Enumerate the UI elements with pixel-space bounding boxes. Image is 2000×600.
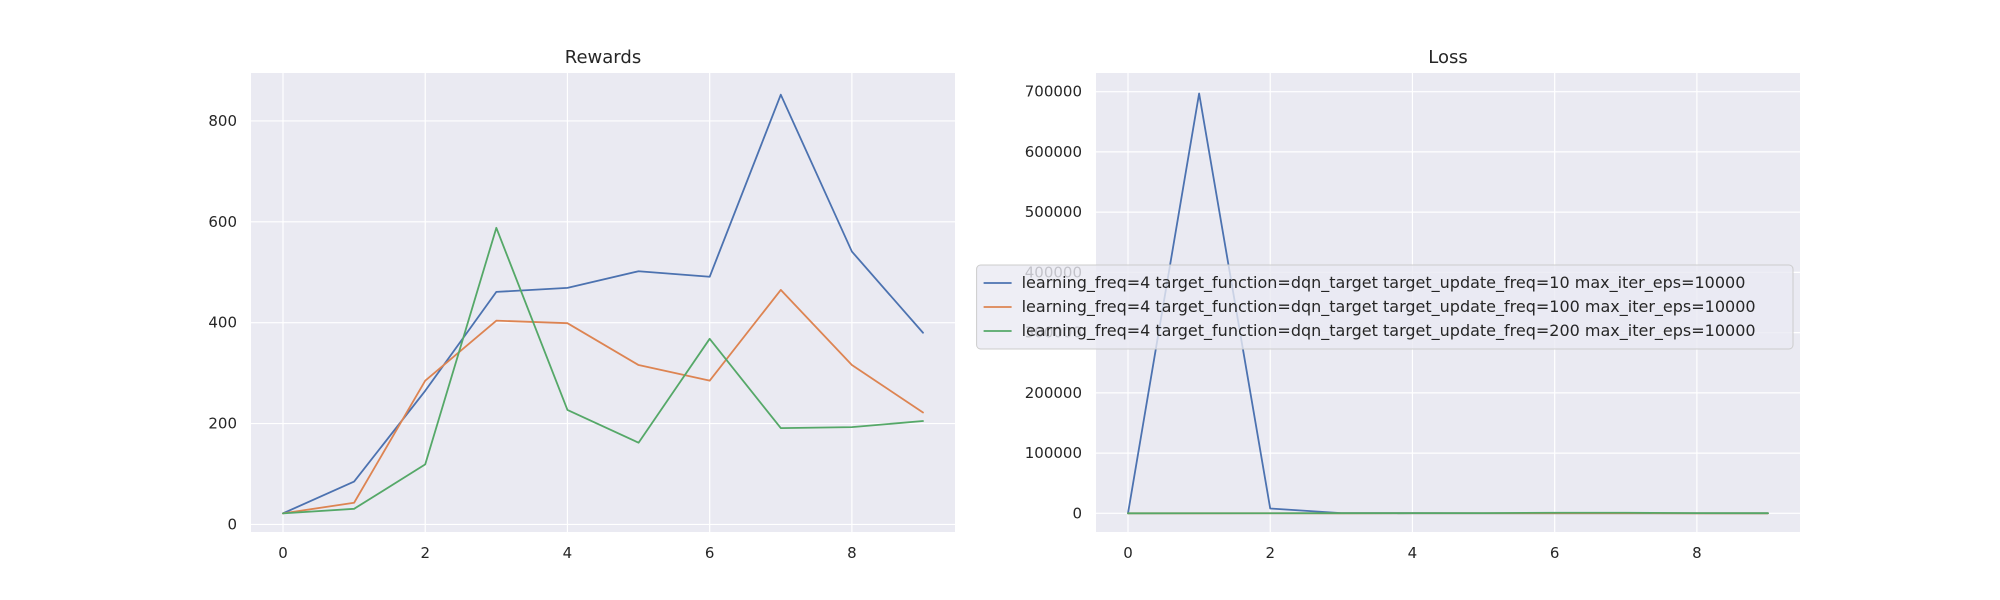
series-line-2 [282, 226, 924, 515]
y-tick-label: 600000 [1025, 143, 1082, 161]
rewards-chart: 0 2 4 6 8 0 200 400 600 800 Rewards [208, 47, 955, 562]
x-tick-label: 6 [705, 544, 715, 562]
y-tick-label: 700000 [1025, 83, 1082, 101]
y-tick-label: 500000 [1025, 203, 1082, 221]
x-tick-label: 0 [278, 544, 288, 562]
y-tick-label: 0 [1072, 504, 1082, 522]
x-tick-label: 6 [1550, 544, 1560, 562]
series-line-2 [1127, 511, 1769, 515]
plot-area [251, 73, 955, 532]
loss-chart: 0246801000002000003000004000005000006000… [976, 47, 1800, 562]
series-line-1 [282, 288, 924, 515]
legend-box [976, 264, 1794, 350]
x-tick-label: 4 [563, 544, 573, 562]
legend-label: learning_freq=4 target_function=dqn_targ… [1022, 321, 1756, 341]
y-tick-label: 800 [208, 112, 237, 130]
legend-label: learning_freq=4 target_function=dqn_targ… [1022, 297, 1756, 317]
x-tick-label: 2 [1265, 544, 1275, 562]
x-tick-label: 8 [847, 544, 857, 562]
y-tick-label: 100000 [1025, 444, 1082, 462]
y-tick-label: 200 [208, 415, 237, 433]
series-line-0 [282, 93, 924, 515]
y-tick-label: 400 [208, 314, 237, 332]
legend-label: learning_freq=4 target_function=dqn_targ… [1022, 273, 1746, 293]
y-tick-label: 600 [208, 213, 237, 231]
x-tick-label: 2 [420, 544, 430, 562]
x-tick-label: 8 [1692, 544, 1702, 562]
chart-title: Rewards [565, 47, 641, 68]
y-tick-label: 0 [227, 515, 237, 533]
legend: learning_freq=4 target_function=dqn_targ… [976, 264, 1794, 350]
y-tick-label: 200000 [1025, 384, 1082, 402]
chart-title: Loss [1428, 47, 1467, 68]
x-tick-label: 0 [1123, 544, 1133, 562]
x-tick-label: 4 [1408, 544, 1418, 562]
